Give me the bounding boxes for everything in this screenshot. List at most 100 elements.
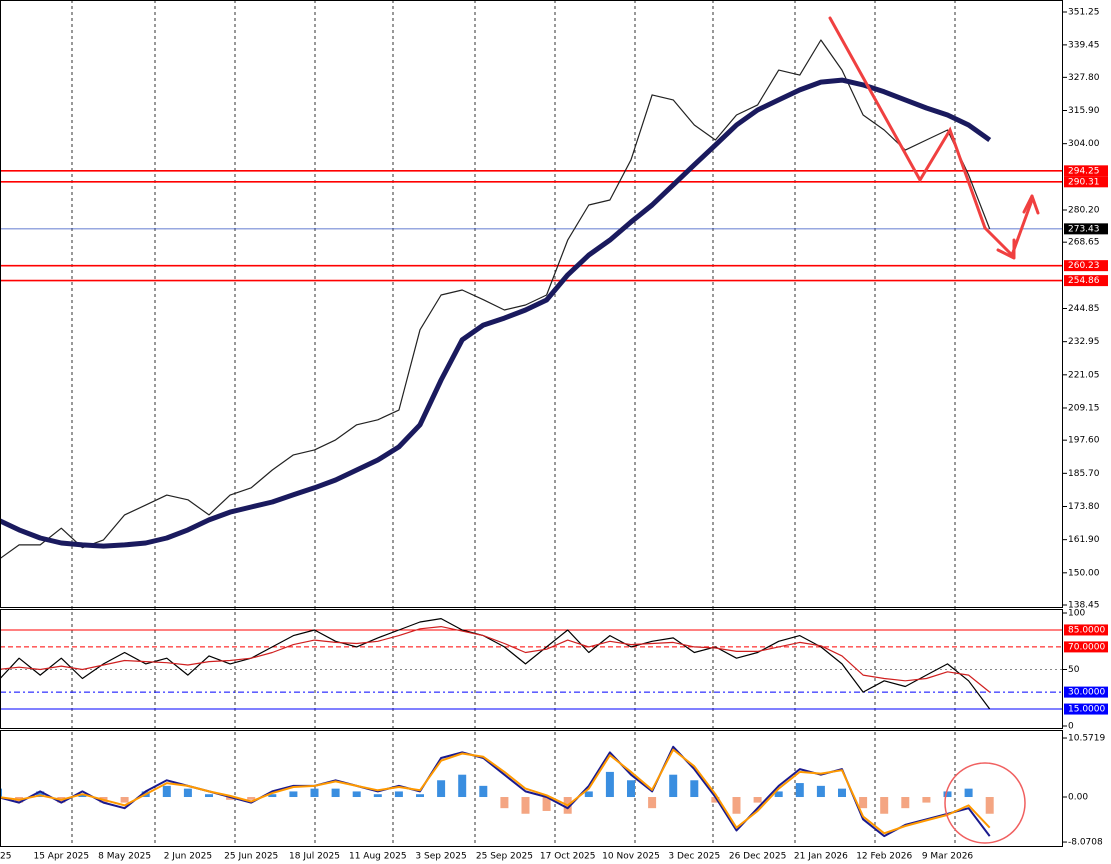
x-tick-label: 9 Mar 2026 xyxy=(922,852,974,862)
histogram-bar xyxy=(310,788,319,798)
y-tick-label: 185.70 xyxy=(1068,469,1100,479)
histogram-bar xyxy=(542,797,551,811)
histogram-bar xyxy=(922,797,931,803)
series-line xyxy=(0,626,991,693)
histogram-bar xyxy=(289,791,298,798)
histogram-bar xyxy=(437,780,446,798)
histogram-bar xyxy=(78,794,87,798)
y-tick-label: 244.85 xyxy=(1068,304,1100,314)
level-label: 294.25 xyxy=(1068,166,1100,176)
level-label-box xyxy=(1064,703,1108,715)
x-tick-label: 11 Aug 2025 xyxy=(349,852,407,862)
y-tick-label: 304.00 xyxy=(1068,139,1100,149)
series-line xyxy=(0,748,991,835)
y-tick-label: 327.80 xyxy=(1068,73,1100,83)
series-line xyxy=(0,618,991,710)
level-label-box xyxy=(1064,165,1108,177)
highlight-circle xyxy=(944,762,1026,844)
series-line xyxy=(0,39,991,560)
histogram-bar xyxy=(732,797,741,814)
level-label-box xyxy=(1064,641,1108,653)
forecast-arrow xyxy=(983,198,1034,258)
histogram-bar xyxy=(162,785,171,798)
x-tick-label: 18 Jul 2025 xyxy=(289,852,340,862)
histogram-bar xyxy=(120,797,129,803)
y-tick-label: 197.60 xyxy=(1068,436,1100,446)
x-tick-label: 26 Dec 2025 xyxy=(729,852,787,862)
y-tick-label: 280.20 xyxy=(1068,205,1100,215)
arrow-head xyxy=(996,238,1016,260)
level-label-box xyxy=(1064,260,1108,272)
histogram-bar xyxy=(500,797,509,809)
histogram-bar xyxy=(816,785,825,798)
y-tick-label: 138.45 xyxy=(1068,601,1100,611)
level-label: 290.31 xyxy=(1068,177,1100,187)
histogram-bar xyxy=(985,797,994,814)
y-tick-label: 315.90 xyxy=(1068,106,1100,116)
histogram-bar xyxy=(458,774,467,798)
plot xyxy=(0,39,1063,838)
x-tick-label: 8 May 2025 xyxy=(98,852,151,862)
histogram-bar xyxy=(943,791,952,798)
histogram-bar xyxy=(183,788,192,798)
level-label: 254.86 xyxy=(1068,276,1100,286)
histogram-bar xyxy=(690,780,699,798)
histogram-bar xyxy=(226,797,235,800)
histogram-bar xyxy=(711,797,720,803)
histogram-bar xyxy=(605,771,614,798)
x-tick-label: 17 Oct 2025 xyxy=(540,852,596,862)
level-label-box xyxy=(1064,275,1108,287)
x-tick-label: 10 Nov 2025 xyxy=(602,852,660,862)
y-tick-label: 0.00 xyxy=(1068,793,1088,803)
current-price-box xyxy=(1064,223,1108,235)
y-tick-label: 173.80 xyxy=(1068,502,1100,512)
x-tick-label: 3 Sep 2025 xyxy=(415,852,466,862)
level-label-box xyxy=(1064,686,1108,698)
histogram-bar xyxy=(268,794,277,798)
axis-labels: 351.25 339.45 327.80 315.90 304.00 280.20 268.… xyxy=(0,8,1108,862)
x-tick-label: 25 Sep 2025 xyxy=(476,852,533,862)
histogram-bar xyxy=(859,797,868,809)
histogram-bar xyxy=(352,791,361,798)
oscillator-frame xyxy=(0,609,1063,729)
histogram-bar xyxy=(901,797,910,809)
annotations xyxy=(828,16,1040,844)
x-tick-label: 15 Apr 2025 xyxy=(33,852,89,862)
y-tick-label: 232.95 xyxy=(1068,337,1100,347)
histogram-bar xyxy=(584,791,593,798)
y-tick-label: 268.65 xyxy=(1068,238,1100,248)
histogram-bar xyxy=(964,788,973,798)
level-label: 70.0000 xyxy=(1068,642,1105,652)
y-tick-label: 50 xyxy=(1068,665,1080,675)
price-frame xyxy=(0,0,1063,608)
x-tick-label: 3 Dec 2025 xyxy=(668,852,720,862)
histogram-bar xyxy=(416,794,424,798)
histogram-bar xyxy=(36,791,45,798)
histogram-bar xyxy=(648,797,657,809)
histogram-bar xyxy=(394,791,403,798)
level-label: 15.0000 xyxy=(1068,705,1105,715)
histogram-bar xyxy=(880,797,889,814)
histogram-bar xyxy=(753,797,762,803)
histogram-bar xyxy=(838,788,846,798)
histogram-bar xyxy=(774,791,783,798)
y-tick-label: -8.0708 xyxy=(1068,838,1103,848)
x-tick-label: 21 Jan 2026 xyxy=(794,852,848,862)
y-tick-label: 161.90 xyxy=(1068,535,1100,545)
level-label-box xyxy=(1064,176,1108,188)
histogram-bar xyxy=(205,794,213,798)
series-line xyxy=(0,77,992,549)
x-tick-label: 12 Feb 2026 xyxy=(856,852,912,862)
y-tick-label: 0 xyxy=(1068,722,1074,732)
histogram-bar xyxy=(331,788,340,798)
y-tick-label: 221.05 xyxy=(1068,370,1100,380)
level-label-box xyxy=(1064,624,1108,636)
histogram-bar xyxy=(373,794,382,798)
x-tick-label: 2 Jun 2025 xyxy=(164,852,212,862)
arrow-head xyxy=(1022,194,1040,215)
level-label: 30.0000 xyxy=(1068,688,1105,698)
histogram-bar xyxy=(795,783,804,798)
y-tick-label: 351.25 xyxy=(1068,8,1100,18)
